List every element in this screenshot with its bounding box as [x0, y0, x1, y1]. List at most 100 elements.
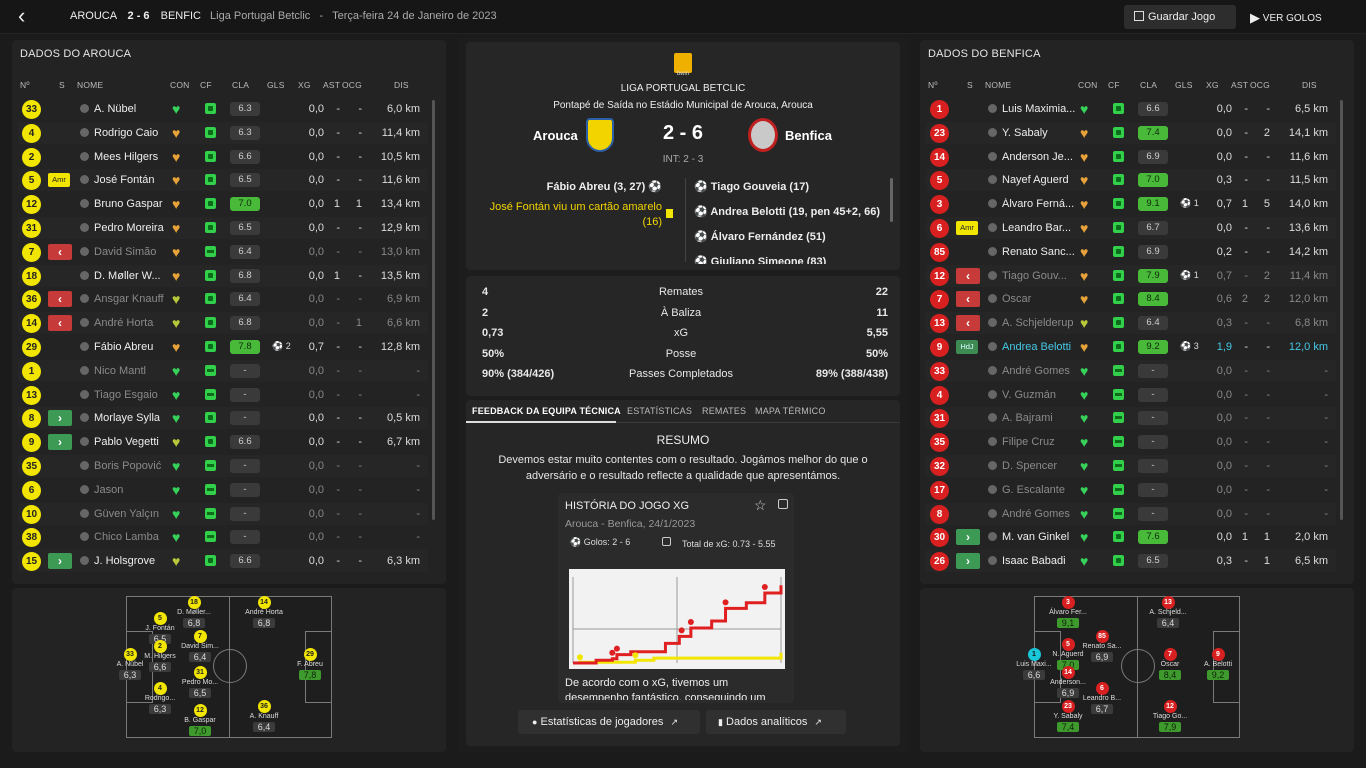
tab-1[interactable]: FEEDBACK DA EQUIPA TÉCNICA [472, 406, 621, 416]
table-row[interactable]: 33 André Gomes ♥ -0,0- - - [926, 359, 1336, 382]
away-team-name[interactable]: Benfica [785, 128, 832, 143]
table-row[interactable]: 15 › J. Holsgrove ♥ 6.6 0,0- -6,3 km [18, 550, 428, 573]
col-s[interactable]: S [59, 80, 65, 90]
player-name[interactable]: D. Spencer [1002, 460, 1058, 472]
col-s[interactable]: S [967, 80, 973, 90]
col-xg[interactable]: XG [1206, 80, 1219, 90]
formation-player[interactable]: 1 Luis Maxi... 6,6 [999, 648, 1069, 681]
formation-player[interactable]: 18 D. Møller... 6,8 [159, 596, 229, 629]
player-name[interactable]: Jason [94, 483, 124, 496]
player-name[interactable]: Ansgar Knauff [94, 293, 164, 306]
formation-player[interactable]: 4 Rodrigo... 6,3 [125, 682, 195, 715]
tab-4[interactable]: MAPA TÉRMICO [755, 406, 826, 416]
table-row[interactable]: 12 Bruno Gaspar ♥ 7.0 0,0 1 1 13,4 km [18, 193, 428, 215]
col-gls[interactable]: GLS [267, 80, 285, 90]
player-name[interactable]: Rodrigo Caio [94, 126, 159, 139]
table-row[interactable]: 1 Nico Mantl ♥ -0,0- - - [18, 359, 428, 382]
table-row[interactable]: 8 André Gomes ♥ -0,0- - - [926, 502, 1336, 525]
back-arrow-icon[interactable]: ‹ [18, 3, 26, 28]
table-row[interactable]: 31 A. Bajrami ♥ -0,0- - - [926, 407, 1336, 430]
player-name[interactable]: D. Møller W... [94, 269, 161, 282]
player-name[interactable]: Renato Sanc... [1002, 245, 1075, 258]
table-row[interactable]: 5 Nayef Aguerd ♥ 7.0 0,3- -11,5 km [926, 169, 1336, 192]
col-no[interactable]: Nº [20, 80, 30, 90]
player-name[interactable]: Bruno Gaspar [94, 198, 163, 211]
player-name[interactable]: Luis Maximia... [1002, 103, 1076, 115]
col-con[interactable]: CON [170, 80, 190, 90]
table-row[interactable]: 10 Güven Yalçın ♥ -0,0- - - [18, 502, 428, 525]
formation-player[interactable]: 23 Y. Sabaly 7,4 [1033, 700, 1103, 733]
table-row[interactable]: 30 › M. van Ginkel ♥ 7.6 0,0 1 1 2,0 km [926, 526, 1336, 548]
benfica-scrollbar[interactable] [1340, 100, 1343, 520]
table-row[interactable]: 4 Rodrigo Caio ♥ 6.3 0,0- -11,4 km [18, 121, 428, 144]
col-ast[interactable]: AST [1231, 80, 1249, 90]
star-icon[interactable]: ☆ [754, 497, 767, 513]
player-name[interactable]: Güven Yalçın [94, 507, 160, 520]
save-match-button[interactable]: Guardar Jogo [1124, 5, 1236, 29]
player-name[interactable]: David Simão [94, 245, 157, 258]
formation-player[interactable]: 12 B. Gaspar 7,0 [165, 704, 235, 737]
table-row[interactable]: 32 D. Spencer ♥ -0,0- - - [926, 455, 1336, 477]
table-row[interactable]: 36 ‹ Ansgar Knauff ♥ 6.4 0,0- -6,9 km [18, 288, 428, 310]
col-no[interactable]: Nº [928, 80, 938, 90]
formation-player[interactable]: 85 Renato Sa... 6,9 [1067, 630, 1137, 663]
table-row[interactable]: 14 Anderson Je... ♥ 6.9 0,0- -11,6 km [926, 146, 1336, 168]
view-goals-button[interactable]: ▶ VER GOLOS [1250, 10, 1322, 26]
table-row[interactable]: 26 › Isaac Babadi ♥ 6.5 0,3- 1 6,5 km [926, 550, 1336, 573]
player-name[interactable]: Óscar [1002, 293, 1032, 306]
table-row[interactable]: 31 Pedro Moreira ♥ 6.5 0,0- -12,9 km [18, 217, 428, 239]
tab-3[interactable]: REMATES [702, 406, 747, 416]
formation-player[interactable]: 9 A. Belotti 9,2 [1183, 648, 1253, 681]
expand-icon[interactable] [778, 499, 788, 509]
formation-player[interactable]: 14 André Horta 6,8 [229, 596, 299, 629]
table-row[interactable]: 7 ‹ Óscar ♥ 8.4 0,6 2 2 12,0 km [926, 288, 1336, 310]
col-con[interactable]: CON [1078, 80, 1098, 90]
player-name[interactable]: Nayef Aguerd [1002, 174, 1069, 187]
col-xg[interactable]: XG [298, 80, 311, 90]
player-stats-button[interactable]: ● Estatísticas de jogadores ↗ [518, 710, 700, 734]
player-name[interactable]: José Fontán [94, 174, 155, 187]
player-name[interactable]: Pedro Moreira [94, 222, 164, 234]
col-dis[interactable]: DIS [1302, 80, 1317, 90]
table-row[interactable]: 13 ‹ A. Schjelderup ♥ 6.4 0,3- -6,8 km [926, 312, 1336, 335]
player-name[interactable]: Tiago Gouv... [1002, 269, 1067, 282]
player-name[interactable]: André Gomes [1002, 364, 1070, 377]
player-name[interactable]: Boris Popović [94, 460, 162, 472]
formation-player[interactable]: 7 David Sim... 6,4 [165, 630, 235, 663]
player-name[interactable]: A. Nübel [94, 103, 137, 115]
table-row[interactable]: 6 Amr Leandro Bar... ♥ 6.7 0,0- -13,6 km [926, 217, 1336, 239]
table-row[interactable]: 3 Álvaro Ferná... ♥ 9.1 ⚽ 1 0,7 1 5 14,0 km [926, 193, 1336, 215]
table-row[interactable]: 18 D. Møller W... ♥ 6.8 0,0 1 - 13,5 km [18, 264, 428, 287]
table-row[interactable]: 9 › Pablo Vegetti ♥ 6.6 0,0- -6,7 km [18, 431, 428, 453]
tab-2[interactable]: ESTATÍSTICAS [627, 406, 693, 416]
table-row[interactable]: 13 Tiago Esgaio ♥ -0,0- - - [18, 384, 428, 406]
table-row[interactable]: 2 Mees Hilgers ♥ 6.6 0,0- -10,5 km [18, 146, 428, 168]
player-name[interactable]: Nico Mantl [94, 364, 146, 377]
formation-player[interactable]: 7 Óscar 8,4 [1135, 648, 1205, 681]
player-name[interactable]: Filipe Cruz [1002, 436, 1055, 449]
formation-player[interactable]: 6 Leandro B... 6,7 [1067, 682, 1137, 715]
analytics-button[interactable]: ▮ Dados analíticos ↗ [706, 710, 846, 734]
events-scrollbar[interactable] [890, 178, 893, 222]
player-name[interactable]: A. Bajrami [1002, 412, 1053, 425]
col-gls[interactable]: GLS [1175, 80, 1193, 90]
table-row[interactable]: 33 A. Nübel ♥ 6.3 0,0- -6,0 km [18, 98, 428, 120]
table-row[interactable]: 5 Amr José Fontán ♥ 6.5 0,0- -11,6 km [18, 169, 428, 192]
player-name[interactable]: Mees Hilgers [94, 150, 159, 163]
formation-player[interactable]: 14 Anderson... 6,9 [1033, 666, 1103, 699]
table-row[interactable]: 6 Jason ♥ -0,0- - - [18, 479, 428, 501]
col-ocg[interactable]: OCG [1250, 80, 1270, 90]
player-name[interactable]: Chico Lamba [94, 531, 159, 544]
formation-player[interactable]: 12 Tiago Go... 7,9 [1135, 700, 1205, 733]
formation-player[interactable]: 3 Álvaro Fer... 9,1 [1033, 596, 1103, 629]
player-name[interactable]: G. Escalante [1002, 483, 1065, 496]
formation-player[interactable]: 31 Pedro Mo... 6,5 [165, 666, 235, 699]
player-name[interactable]: André Horta [94, 317, 154, 330]
player-name[interactable]: Isaac Babadi [1002, 555, 1066, 568]
table-row[interactable]: 12 ‹ Tiago Gouv... ♥ 7.9 ⚽ 1 0,7- 2 11,4 km [926, 264, 1336, 287]
player-name[interactable]: Pablo Vegetti [94, 436, 159, 449]
table-row[interactable]: 38 Chico Lamba ♥ -0,0- - - [18, 526, 428, 548]
col-name[interactable]: NOME [77, 80, 104, 90]
col-cf[interactable]: CF [200, 80, 212, 90]
col-ast[interactable]: AST [323, 80, 341, 90]
